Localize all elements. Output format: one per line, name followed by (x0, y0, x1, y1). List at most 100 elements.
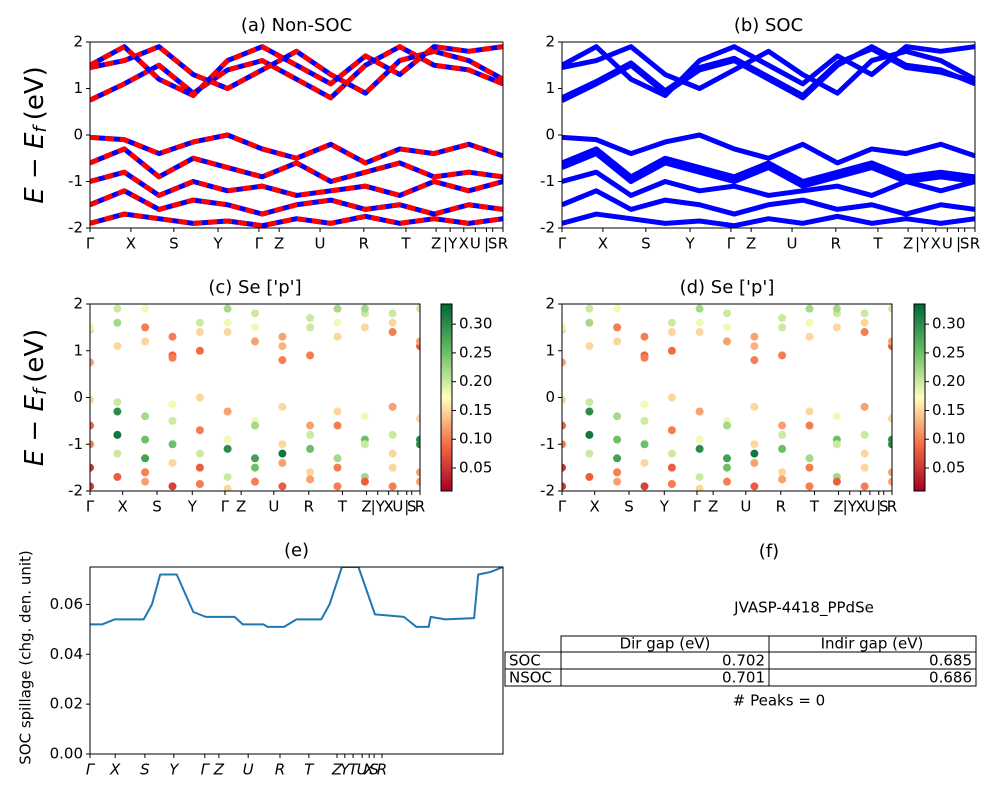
projection-point (750, 402, 759, 411)
projection-point (360, 304, 369, 313)
projection-point (640, 353, 649, 362)
projection-point (113, 342, 122, 351)
x-tick-label: Γ (558, 235, 567, 253)
projection-point (667, 463, 676, 472)
projection-point (278, 402, 287, 411)
projection-point (113, 407, 122, 416)
projection-point (860, 328, 869, 337)
x-tick-label: Y (684, 235, 695, 253)
x-tick-label: U (315, 235, 326, 253)
projection-point (388, 402, 397, 411)
projection-point (888, 414, 892, 423)
projection-point (778, 444, 787, 453)
projection-point (223, 435, 232, 444)
projection-point (360, 440, 369, 449)
y-tick-label: 2 (545, 33, 555, 51)
projection-point (860, 318, 869, 327)
projection-point (195, 463, 204, 472)
projection-point (388, 318, 397, 327)
projection-point (640, 482, 649, 491)
x-tick-label: R (831, 235, 841, 253)
band-line (562, 46, 975, 101)
projection-point (695, 304, 704, 313)
x-tick-label: Z (274, 235, 284, 253)
projection-point (416, 304, 420, 313)
projection-point (723, 454, 731, 463)
ylabel-main: E − E (20, 395, 50, 467)
x-tick-label: Γ (693, 498, 702, 516)
projection-point (562, 323, 566, 332)
projection-point (805, 304, 814, 313)
projection-point (860, 309, 869, 318)
projection-point (562, 395, 566, 404)
projection-point (562, 463, 566, 472)
band-line (562, 146, 975, 184)
x-tick-label: Γ (86, 235, 95, 253)
axes-frame (561, 303, 893, 492)
colorbar-tick-label: 0.20 (932, 372, 965, 390)
projection-point (860, 430, 869, 439)
projection-point (667, 346, 676, 355)
x-tick-label: S (624, 498, 634, 516)
projection-point (750, 332, 759, 341)
projection-point (832, 323, 841, 332)
x-tick-label: X (384, 498, 394, 516)
projection-point (195, 328, 204, 337)
plot-area (562, 304, 892, 491)
projection-point (168, 482, 177, 491)
x-tick-label: |Y (371, 498, 386, 516)
projection-point (141, 412, 150, 421)
x-tick-label: Z (361, 498, 371, 516)
projection-point (251, 309, 259, 318)
projection-point (723, 421, 731, 430)
projection-point (695, 435, 704, 444)
projection-point (723, 323, 731, 332)
x-tick-label: S (960, 235, 970, 253)
y-tick-label: -1 (540, 435, 555, 453)
projection-point (251, 454, 259, 463)
x-tick-label: Y (187, 498, 198, 516)
projection-point (333, 463, 342, 472)
y-tick-label: 1 (545, 79, 555, 97)
projection-point (723, 463, 731, 472)
projection-point (585, 318, 594, 327)
band-line (90, 132, 503, 166)
x-tick-label: Γ (558, 498, 567, 516)
table-header: Indir gap (eV) (821, 635, 924, 653)
projection-point (888, 477, 892, 486)
projection-point (585, 398, 594, 407)
y-tick-label: -1 (68, 172, 83, 190)
projection-point (141, 468, 150, 477)
x-tick-label: X (598, 235, 608, 253)
x-tick-label: R (887, 498, 897, 516)
projection-point (360, 477, 369, 486)
y-tick-label: 0.04 (50, 645, 83, 663)
x-tick-label: X (931, 235, 941, 253)
gap-table: Dir gap (eV) Indir gap (eV) SOC 0.702 0.… (504, 635, 977, 687)
projection-point (333, 421, 342, 430)
y-tick-label: 1 (73, 79, 83, 97)
projection-point (251, 463, 259, 472)
x-tick-label: S (879, 498, 889, 516)
projection-point (640, 332, 649, 341)
y-tick-label: 0 (545, 126, 555, 144)
projection-point (640, 400, 649, 409)
projection-point (141, 304, 150, 313)
projection-point (860, 463, 869, 472)
y-tick-label: 0.00 (50, 745, 83, 763)
projection-point (778, 468, 787, 477)
table-cell-text: 0.685 (929, 652, 972, 670)
projection-point (113, 472, 122, 481)
projection-point (750, 356, 759, 365)
panel-title: (a) Non-SOC (241, 15, 352, 36)
x-tick-label: S (488, 235, 498, 253)
y-tick-label: 2 (73, 33, 83, 51)
y-tick-label: -2 (68, 219, 83, 237)
projection-point (141, 337, 150, 346)
projection-point (832, 477, 841, 486)
x-tick-label: X (590, 498, 600, 516)
projection-point (778, 323, 787, 332)
